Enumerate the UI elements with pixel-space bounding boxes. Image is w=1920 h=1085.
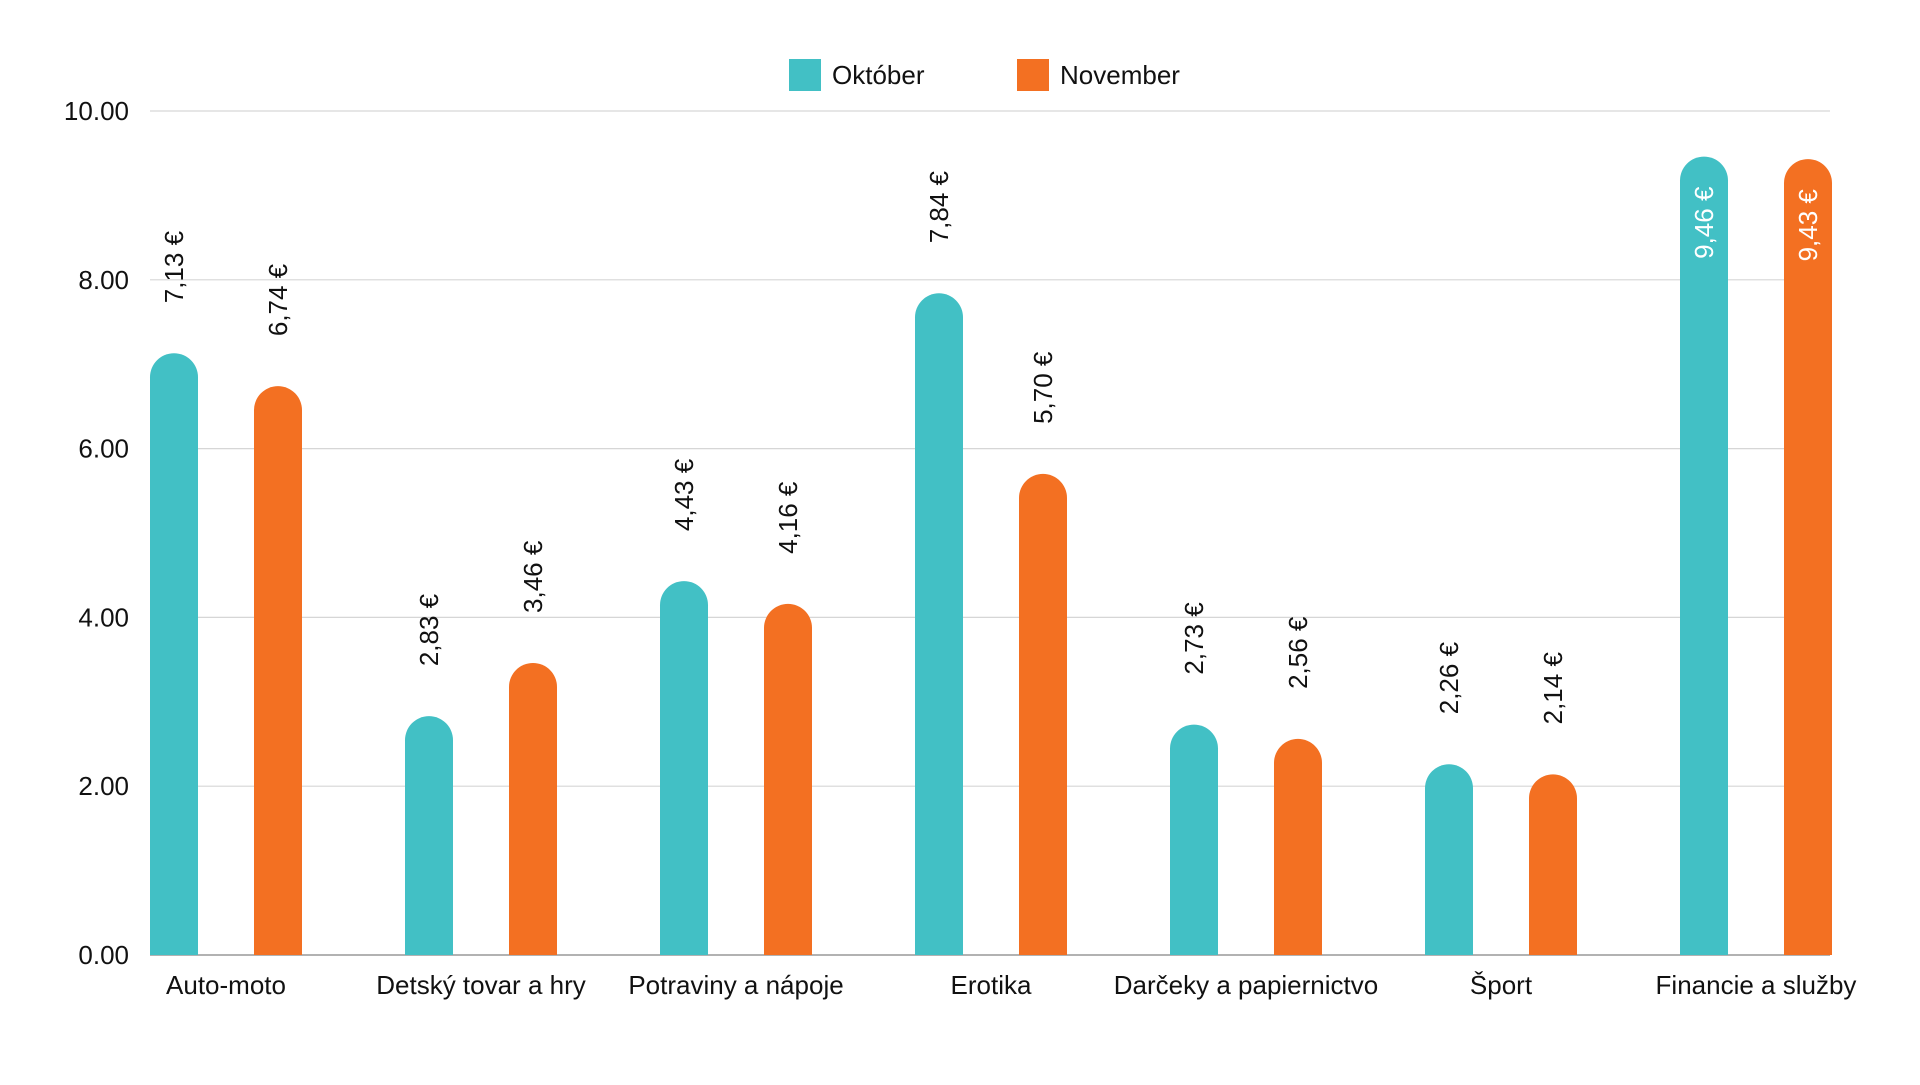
- y-tick-label: 10.00: [64, 96, 129, 126]
- data-label: 6,74 €: [263, 263, 293, 336]
- data-label: 7,84 €: [924, 170, 954, 243]
- bar-október: [1680, 156, 1728, 956]
- bar-november: [764, 603, 812, 955]
- bar-november: [509, 662, 557, 955]
- data-label: 2,83 €: [414, 593, 444, 666]
- x-tick-label: Auto-moto: [166, 970, 286, 1000]
- bar-október: [1170, 724, 1218, 955]
- bar-október: [150, 353, 198, 955]
- x-tick-label: Detský tovar a hry: [376, 970, 586, 1000]
- data-label: 5,70 €: [1028, 351, 1058, 424]
- x-tick-label: Darčeky a papiernictvo: [1114, 970, 1378, 1000]
- bar-november: [254, 386, 302, 955]
- x-tick-label: Šport: [1470, 970, 1533, 1000]
- x-tick-label: Erotika: [951, 970, 1032, 1000]
- bar-november: [1274, 738, 1322, 955]
- x-tick-label: Financie a služby: [1656, 970, 1857, 1000]
- legend-label: November: [1060, 60, 1180, 90]
- y-tick-label: 8.00: [78, 265, 129, 295]
- bar-november: [1019, 473, 1067, 955]
- data-label: 9,46 €: [1689, 186, 1719, 259]
- data-label: 7,13 €: [159, 230, 189, 303]
- data-label: 2,14 €: [1538, 652, 1568, 725]
- legend-swatch-0: [789, 59, 821, 91]
- y-tick-label: 0.00: [78, 940, 129, 970]
- bar-november: [1529, 774, 1577, 955]
- bar-október: [660, 581, 708, 955]
- bar-október: [405, 716, 453, 955]
- y-tick-label: 4.00: [78, 602, 129, 632]
- x-tick-label: Potraviny a nápoje: [628, 970, 843, 1000]
- data-label: 2,73 €: [1179, 602, 1209, 675]
- legend-label: Október: [832, 60, 925, 90]
- data-label: 4,43 €: [669, 458, 699, 531]
- y-tick-label: 6.00: [78, 434, 129, 464]
- legend-swatch-1: [1017, 59, 1049, 91]
- data-label: 2,26 €: [1434, 641, 1464, 714]
- bar-október: [915, 293, 963, 956]
- data-label: 4,16 €: [773, 481, 803, 554]
- bar-október: [1425, 764, 1473, 955]
- data-label: 3,46 €: [518, 540, 548, 613]
- data-label: 9,43 €: [1793, 189, 1823, 262]
- data-label: 2,56 €: [1283, 616, 1313, 689]
- bar-november: [1784, 159, 1832, 955]
- y-tick-label: 2.00: [78, 771, 129, 801]
